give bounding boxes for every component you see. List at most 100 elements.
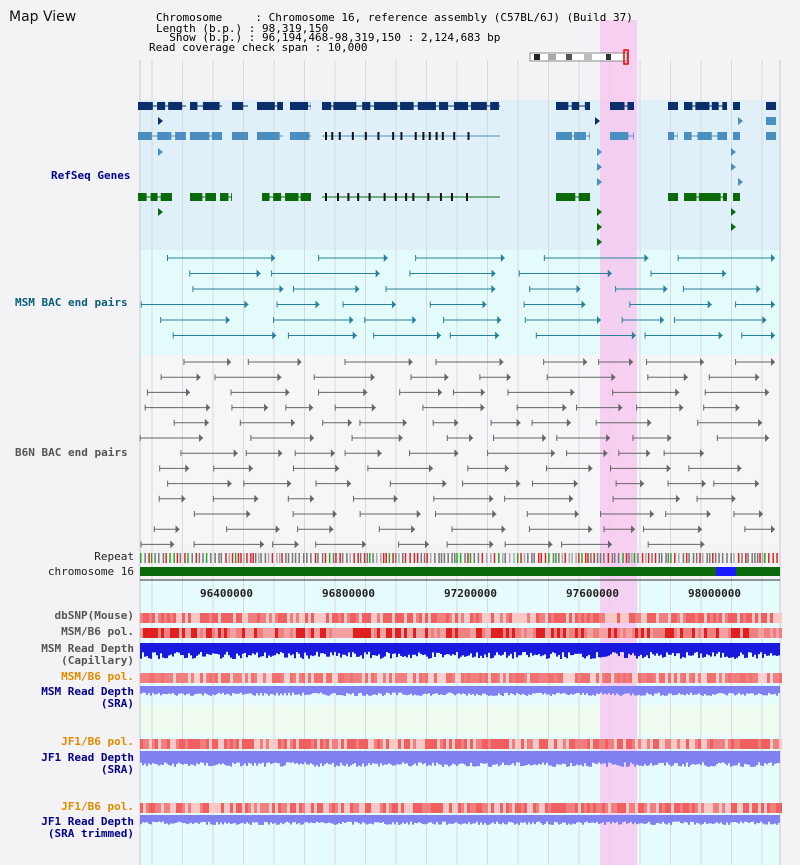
- depth-bar: [778, 751, 780, 764]
- depth-bar: [164, 643, 166, 659]
- pol-cell: [170, 739, 173, 749]
- repeat-mark: [321, 553, 324, 563]
- depth-bar: [582, 751, 584, 767]
- depth-bar: [278, 643, 280, 655]
- pol-cell: [329, 613, 332, 623]
- depth-bar: [698, 686, 700, 694]
- depth-bar: [528, 643, 530, 658]
- depth-bar: [384, 643, 386, 657]
- depth-bar: [638, 686, 640, 695]
- depth-bar: [586, 751, 588, 766]
- depth-bar: [506, 686, 508, 693]
- bac-end: [436, 331, 441, 340]
- depth-bar: [158, 751, 160, 766]
- depth-bar: [312, 751, 314, 765]
- pol-cell: [443, 739, 446, 749]
- depth-bar: [156, 686, 158, 695]
- bac-end: [516, 479, 521, 488]
- repeat-mark: [764, 553, 766, 563]
- depth-bar: [660, 686, 662, 696]
- repeat-mark: [264, 553, 267, 563]
- pol-cell: [713, 673, 716, 683]
- depth-bar: [228, 815, 230, 823]
- depth-bar: [436, 751, 438, 763]
- depth-bar: [498, 686, 500, 694]
- depth-bar: [592, 643, 594, 659]
- depth-bar: [600, 686, 602, 693]
- repeat-mark: [555, 553, 557, 563]
- pol-cell: [446, 628, 449, 638]
- depth-bar: [166, 686, 168, 695]
- pol-cell: [479, 613, 482, 623]
- depth-bar: [406, 751, 408, 764]
- bac-end: [570, 388, 575, 397]
- pol-cell: [188, 628, 191, 638]
- pol-cell: [524, 613, 527, 623]
- pol-cell: [257, 803, 260, 813]
- depth-bar: [672, 815, 674, 822]
- pol-cell: [686, 673, 689, 683]
- length-info: Length (b.p.) : 98,319,150: [156, 22, 329, 35]
- depth-bar: [292, 643, 294, 655]
- pol-cell: [749, 673, 752, 683]
- depth-bar: [338, 751, 340, 767]
- axis-tick-label: 98000000: [688, 587, 741, 600]
- depth-bar: [692, 751, 694, 764]
- depth-bar: [472, 686, 474, 695]
- depth-bar: [636, 751, 638, 765]
- depth-bar: [482, 751, 484, 764]
- depth-bar: [512, 815, 514, 823]
- pol-cell: [473, 673, 476, 683]
- gene-exon: [766, 102, 776, 110]
- pol-cell: [494, 628, 497, 638]
- depth-bar: [674, 686, 676, 696]
- pol-cell: [263, 613, 266, 623]
- depth-bar: [360, 686, 362, 693]
- depth-bar: [350, 815, 352, 822]
- depth-bar: [658, 686, 660, 693]
- depth-bar: [198, 815, 200, 824]
- depth-bar: [274, 751, 276, 763]
- depth-bar: [526, 815, 528, 825]
- depth-bar: [238, 751, 240, 763]
- pol-cell: [320, 628, 323, 638]
- coverage-span-info: Read coverage check span : 10,000: [149, 41, 368, 54]
- pol-cell: [728, 673, 731, 683]
- pol-cell: [683, 739, 686, 749]
- depth-bar: [514, 815, 516, 825]
- depth-bar: [348, 751, 350, 767]
- repeat-mark: [706, 553, 708, 563]
- depth-bar: [298, 643, 300, 654]
- depth-bar: [358, 643, 360, 657]
- depth-bar: [264, 643, 266, 653]
- depth-bar: [592, 751, 594, 763]
- pol-cell: [752, 739, 755, 749]
- depth-bar: [500, 686, 502, 696]
- depth-bar: [196, 686, 198, 695]
- pol-cell: [521, 628, 524, 638]
- bac-end: [332, 510, 337, 518]
- depth-bar: [186, 815, 188, 825]
- pol-cell: [299, 673, 302, 683]
- pol-cell: [293, 628, 296, 638]
- pol-cell: [380, 673, 383, 683]
- repeat-mark: [225, 553, 227, 563]
- pol-cell: [272, 613, 275, 623]
- depth-bar: [568, 751, 570, 767]
- depth-bar: [456, 751, 458, 766]
- pol-cell: [755, 613, 758, 623]
- pol-cell: [758, 613, 761, 623]
- pol-cell: [362, 673, 365, 683]
- pol-cell: [650, 673, 653, 683]
- bac-end: [551, 449, 556, 458]
- depth-bar: [208, 686, 210, 696]
- chromosome-info: Chromosome : Chromosome 16, reference as…: [156, 11, 633, 24]
- depth-bar: [160, 751, 162, 765]
- depth-bar: [666, 686, 668, 696]
- pol-cell: [716, 673, 719, 683]
- pol-cell: [467, 803, 470, 813]
- pol-cell: [464, 803, 467, 813]
- depth-bar: [280, 686, 282, 694]
- depth-bar: [210, 815, 212, 825]
